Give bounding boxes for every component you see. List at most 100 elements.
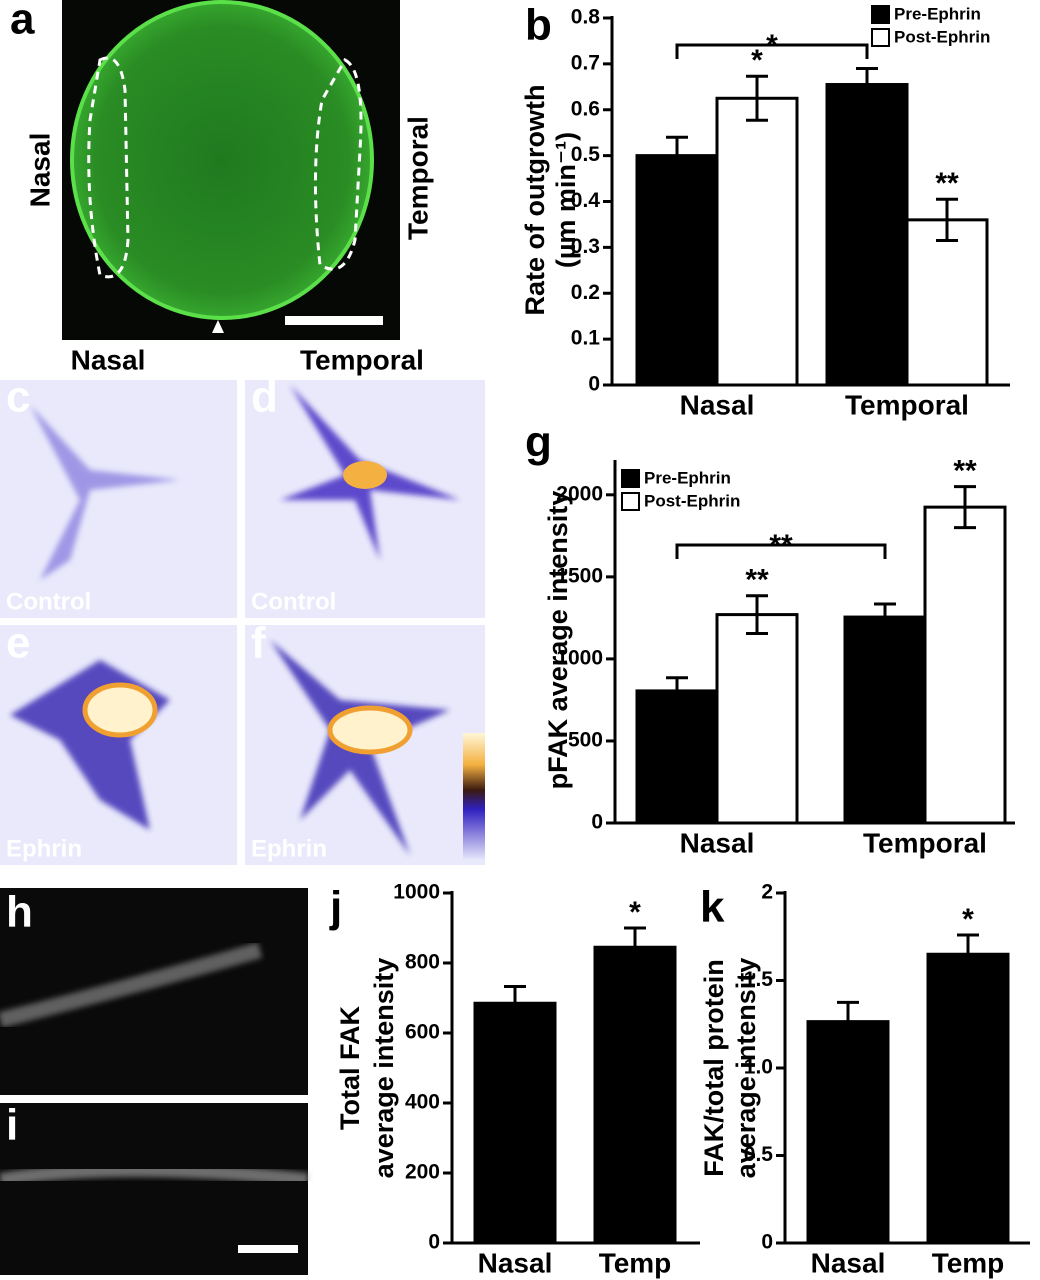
bar bbox=[635, 689, 719, 825]
panel-letter: e bbox=[6, 619, 30, 668]
cell-core bbox=[343, 461, 387, 489]
bar bbox=[923, 505, 1007, 825]
y-tick-label: 0.3 bbox=[571, 235, 600, 258]
x-tick-label: Temp bbox=[599, 1247, 672, 1278]
image bbox=[0, 888, 308, 1095]
error-bar bbox=[957, 933, 979, 975]
x-tick-label: Temporal bbox=[845, 389, 969, 420]
y-tick-label: 0 bbox=[428, 1231, 440, 1254]
significance-bracket bbox=[675, 543, 887, 559]
y-tick-label: 0 bbox=[588, 373, 600, 396]
significance-label: * bbox=[751, 44, 763, 77]
arrowhead bbox=[212, 320, 224, 333]
legend-label: Pre-Ephrin bbox=[894, 4, 981, 23]
scale-bar bbox=[285, 316, 383, 325]
panel-f: f Ephrin bbox=[245, 619, 485, 865]
panel-d: d Control bbox=[245, 373, 485, 618]
error-bar bbox=[856, 66, 878, 103]
legend-label: Post-Ephrin bbox=[644, 491, 740, 510]
column-label: Nasal bbox=[71, 344, 146, 375]
error-bar bbox=[746, 594, 768, 635]
legend-label: Pre-Ephrin bbox=[644, 468, 731, 487]
bar bbox=[715, 613, 799, 825]
nasal-outline bbox=[87, 56, 130, 279]
x-tick-label: Nasal bbox=[478, 1247, 553, 1278]
y-tick-label: 1000 bbox=[556, 646, 603, 669]
y-tick-label: 400 bbox=[405, 1091, 440, 1114]
y-tick-label: 0.5 bbox=[571, 143, 601, 166]
y-axis-label: (µm min⁻¹) bbox=[551, 132, 581, 268]
significance-label: * bbox=[962, 903, 974, 936]
panel-letter: g bbox=[525, 418, 552, 467]
error-bar bbox=[746, 74, 768, 122]
temporal-outline bbox=[313, 58, 363, 271]
significance-label: ** bbox=[953, 455, 977, 488]
error-bar bbox=[954, 485, 976, 530]
panel-letter: k bbox=[700, 883, 725, 932]
significance-bracket bbox=[675, 43, 869, 59]
y-tick-label: 2000 bbox=[556, 482, 603, 505]
panel-letter: d bbox=[251, 373, 278, 422]
image-caption: Control bbox=[251, 588, 336, 615]
side-label: Nasal bbox=[24, 133, 55, 208]
panel-h: h bbox=[0, 888, 308, 1095]
panel-letter: i bbox=[6, 1101, 18, 1150]
cell-core bbox=[327, 705, 413, 755]
legend-label: Post-Ephrin bbox=[894, 27, 990, 46]
panel-letter: j bbox=[329, 883, 342, 932]
panel-a: a Nasal Temporal bbox=[10, 0, 433, 340]
y-tick-label: 800 bbox=[405, 951, 440, 974]
side-label: Temporal bbox=[402, 116, 433, 240]
y-tick-label: 0 bbox=[591, 811, 603, 834]
y-axis-label: Rate of outgrowth bbox=[520, 85, 550, 316]
axon bbox=[0, 942, 263, 1028]
y-tick-label: 1500 bbox=[556, 564, 603, 587]
y-tick-label: 600 bbox=[405, 1021, 440, 1044]
x-tick-label: Nasal bbox=[680, 827, 755, 858]
bar bbox=[635, 154, 719, 387]
y-tick-label: 500 bbox=[568, 729, 603, 752]
legend-swatch bbox=[871, 5, 890, 24]
cell bbox=[30, 405, 180, 580]
panel-e: e Ephrin bbox=[0, 619, 237, 865]
axon bbox=[0, 1163, 309, 1187]
bar bbox=[473, 1001, 557, 1245]
panel-letter: h bbox=[6, 888, 33, 937]
image-caption: Control bbox=[6, 588, 91, 615]
error-bar bbox=[874, 602, 896, 632]
legend-swatch bbox=[621, 492, 640, 511]
y-tick-label: 0.1 bbox=[571, 327, 601, 350]
y-axis-label: Total FAK bbox=[335, 1006, 365, 1130]
bar bbox=[926, 952, 1010, 1245]
bar bbox=[593, 945, 677, 1245]
significance-label: ** bbox=[769, 529, 793, 562]
significance-label: ** bbox=[935, 167, 959, 200]
panel-letter: f bbox=[251, 619, 266, 668]
x-tick-label: Nasal bbox=[811, 1247, 886, 1278]
significance-label: ** bbox=[745, 564, 769, 597]
panel-letter: a bbox=[10, 0, 35, 44]
panel-i: i bbox=[0, 1101, 309, 1275]
y-tick-label: 0.6 bbox=[571, 97, 600, 120]
legend-swatch bbox=[621, 469, 640, 488]
image-caption: Ephrin bbox=[251, 835, 327, 862]
y-tick-label: 1.5 bbox=[744, 968, 774, 991]
image bbox=[0, 380, 237, 618]
panel-letter: c bbox=[6, 373, 30, 422]
y-axis-label: average intensity bbox=[731, 958, 761, 1179]
error-bar bbox=[504, 984, 526, 1022]
y-tick-label: 0.7 bbox=[571, 51, 600, 74]
scale-bar bbox=[238, 1245, 298, 1253]
y-axis-label: FAK/total protein bbox=[699, 959, 729, 1177]
error-bar bbox=[666, 135, 688, 176]
y-tick-label: 0 bbox=[761, 1231, 773, 1254]
error-bar bbox=[666, 676, 688, 706]
y-tick-label: 200 bbox=[405, 1161, 440, 1184]
error-bar bbox=[624, 926, 646, 968]
bar bbox=[806, 1020, 890, 1245]
bar bbox=[825, 83, 909, 387]
bar bbox=[715, 96, 799, 387]
error-bar bbox=[837, 1000, 859, 1043]
y-tick-label: 2 bbox=[761, 881, 773, 904]
